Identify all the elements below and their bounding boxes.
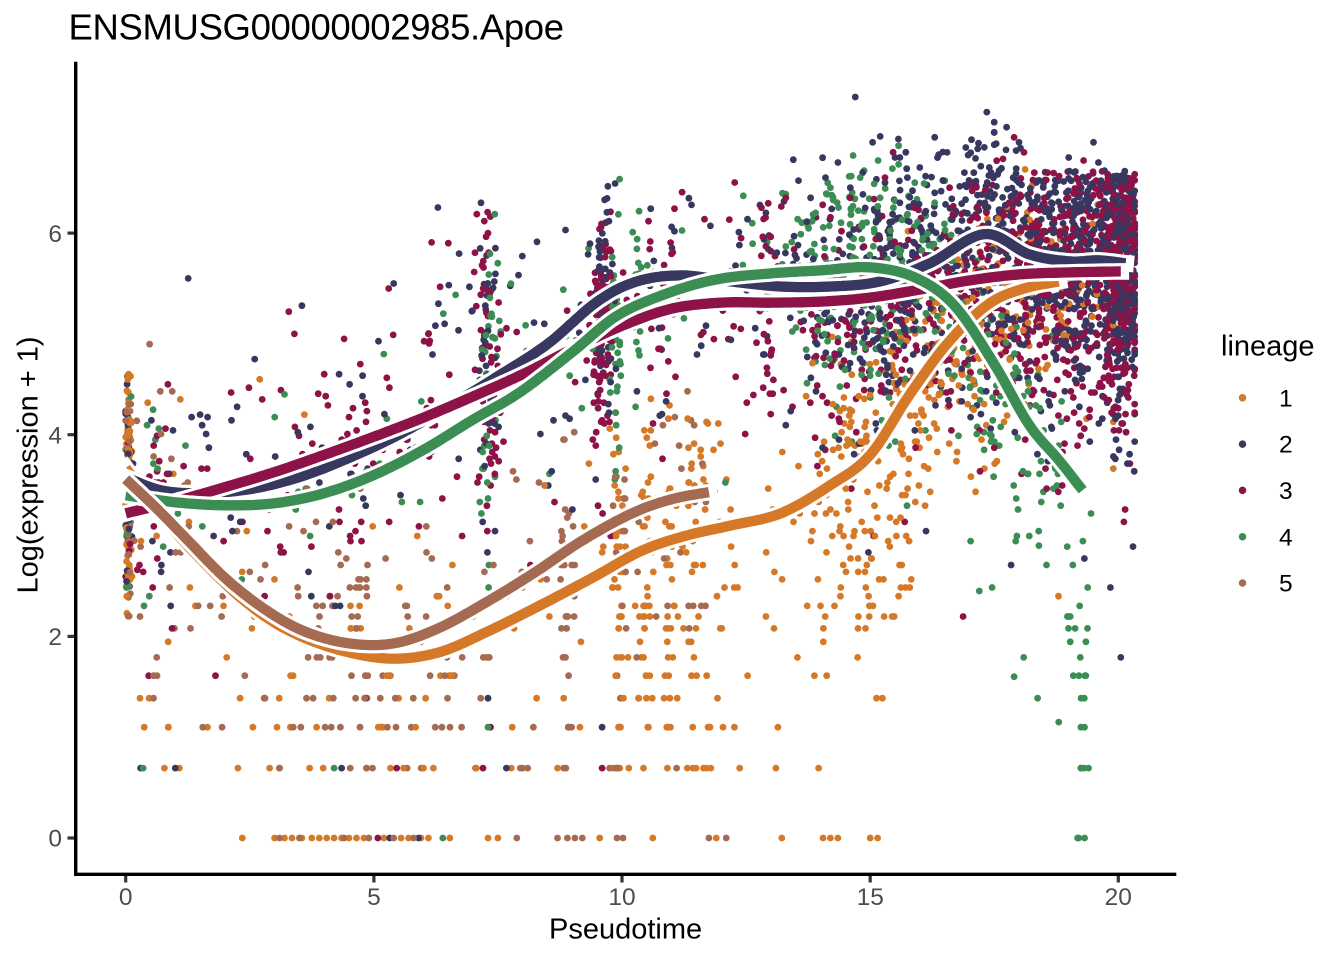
svg-text:lineage: lineage xyxy=(1221,331,1315,363)
svg-text:0: 0 xyxy=(48,826,62,853)
svg-text:Log(expression + 1): Log(expression + 1) xyxy=(12,336,44,593)
svg-text:3: 3 xyxy=(1279,478,1293,505)
svg-text:2: 2 xyxy=(1279,432,1293,459)
svg-text:ENSMUSG00000002985.Apoe: ENSMUSG00000002985.Apoe xyxy=(69,7,564,48)
svg-text:Pseudotime: Pseudotime xyxy=(549,914,702,946)
svg-text:5: 5 xyxy=(367,884,381,911)
svg-text:20: 20 xyxy=(1105,884,1132,911)
svg-text:2: 2 xyxy=(48,624,62,651)
svg-text:15: 15 xyxy=(857,884,884,911)
svg-text:6: 6 xyxy=(48,221,62,248)
svg-text:5: 5 xyxy=(1279,571,1293,598)
svg-text:10: 10 xyxy=(608,884,635,911)
svg-text:0: 0 xyxy=(119,884,133,911)
svg-text:4: 4 xyxy=(48,422,62,449)
svg-text:1: 1 xyxy=(1279,385,1293,412)
svg-text:4: 4 xyxy=(1279,524,1293,551)
